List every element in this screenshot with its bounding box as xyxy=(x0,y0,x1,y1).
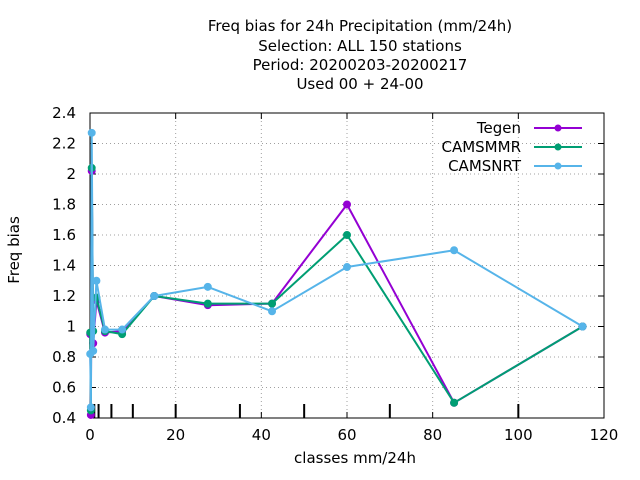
chart-title-line-4: Used 00 + 24-00 xyxy=(296,75,424,93)
series-camsmmr xyxy=(86,163,587,415)
legend-marker xyxy=(554,162,562,170)
y-tick-label: 2.4 xyxy=(52,104,76,122)
chart-title-line-2: Selection: ALL 150 stations xyxy=(258,37,462,55)
series-line xyxy=(89,169,584,416)
data-point xyxy=(203,299,212,308)
x-tick-label: 40 xyxy=(252,426,271,444)
y-tick-label: 0.6 xyxy=(52,379,76,397)
x-tick-label: 80 xyxy=(423,426,442,444)
data-point xyxy=(86,403,95,412)
data-point xyxy=(92,276,101,285)
data-point xyxy=(118,325,127,334)
y-tick-label: 1.8 xyxy=(52,196,76,214)
data-point xyxy=(450,246,459,255)
series-tegen xyxy=(86,166,587,419)
legend-marker xyxy=(554,143,562,151)
x-tick-label: 120 xyxy=(590,426,619,444)
y-tick-label: 2.2 xyxy=(52,135,76,153)
x-tick-label: 60 xyxy=(337,426,356,444)
y-tick-label: 1.4 xyxy=(52,257,76,275)
chart-title-line-1: Freq bias for 24h Precipitation (mm/24h) xyxy=(207,17,513,35)
x-tick-label: 20 xyxy=(166,426,185,444)
data-point xyxy=(203,282,212,291)
x-tick-label: 100 xyxy=(504,426,533,444)
y-tick-label: 0.8 xyxy=(52,348,76,366)
data-point xyxy=(343,263,351,272)
legend-label: CAMSMMR xyxy=(441,138,521,156)
data-point xyxy=(343,200,351,209)
y-tick-label: 1 xyxy=(66,318,76,336)
data-point xyxy=(343,231,351,239)
chart-title-line-3: Period: 20200203-20200217 xyxy=(252,56,468,74)
data-point xyxy=(89,346,98,355)
series-camsnrt xyxy=(86,128,587,412)
legend-marker xyxy=(554,124,562,132)
y-tick-label: 2 xyxy=(66,165,76,183)
data-point xyxy=(268,307,277,316)
x-tick-label: 0 xyxy=(85,426,95,444)
y-tick-label: 1.6 xyxy=(52,226,76,244)
data-point xyxy=(87,128,96,137)
data-point xyxy=(450,398,459,407)
y-tick-label: 0.4 xyxy=(52,409,76,427)
data-point xyxy=(150,292,159,300)
data-point xyxy=(578,322,587,331)
data-point xyxy=(268,299,277,308)
series-line xyxy=(89,166,584,412)
x-axis-label: classes mm/24h xyxy=(294,449,416,467)
legend-label: CAMSNRT xyxy=(448,157,522,175)
data-point xyxy=(100,325,109,334)
legend-label: Tegen xyxy=(476,119,521,137)
y-tick-label: 1.2 xyxy=(52,287,76,305)
